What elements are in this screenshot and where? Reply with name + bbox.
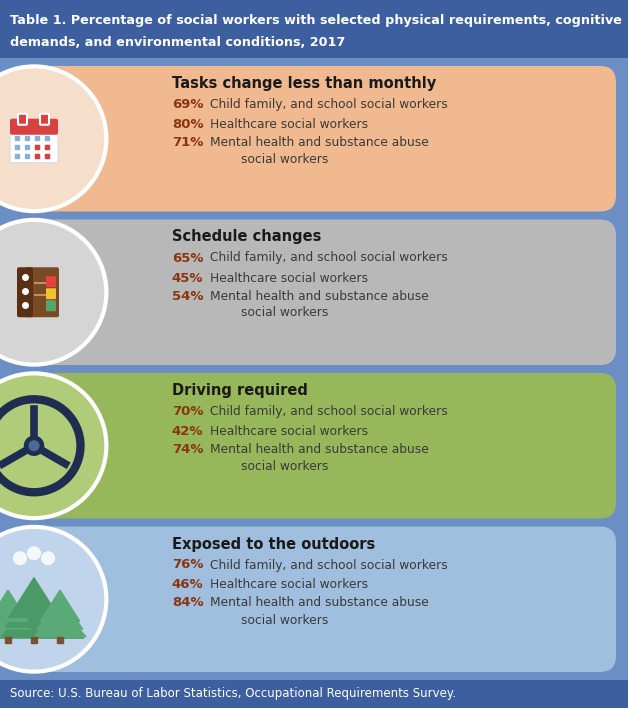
Text: 54%: 54% <box>172 290 203 302</box>
Text: Mental health and substance abuse
        social workers: Mental health and substance abuse social… <box>210 290 428 319</box>
Text: 84%: 84% <box>172 597 203 610</box>
Text: Healthcare social workers: Healthcare social workers <box>210 271 368 285</box>
Circle shape <box>24 435 44 456</box>
Text: 74%: 74% <box>172 443 203 456</box>
Circle shape <box>0 527 106 672</box>
FancyBboxPatch shape <box>30 527 616 672</box>
FancyBboxPatch shape <box>18 114 27 125</box>
Polygon shape <box>40 590 80 621</box>
Polygon shape <box>9 578 59 617</box>
Circle shape <box>41 552 55 565</box>
Polygon shape <box>31 637 37 643</box>
Text: 69%: 69% <box>172 98 203 111</box>
FancyBboxPatch shape <box>10 119 58 163</box>
Text: Healthcare social workers: Healthcare social workers <box>210 578 368 591</box>
Text: 80%: 80% <box>172 118 203 131</box>
Text: Child family, and school social workers: Child family, and school social workers <box>210 559 448 571</box>
Text: Tasks change less than monthly: Tasks change less than monthly <box>172 76 436 91</box>
Text: Mental health and substance abuse
        social workers: Mental health and substance abuse social… <box>210 136 428 166</box>
Polygon shape <box>5 637 11 643</box>
FancyBboxPatch shape <box>30 66 616 212</box>
Polygon shape <box>1 598 67 637</box>
Polygon shape <box>0 598 31 629</box>
Polygon shape <box>57 637 63 643</box>
Text: Mental health and substance abuse
        social workers: Mental health and substance abuse social… <box>210 443 428 473</box>
Text: demands, and environmental conditions, 2017: demands, and environmental conditions, 2… <box>10 36 345 49</box>
Polygon shape <box>34 605 86 637</box>
FancyBboxPatch shape <box>46 288 56 299</box>
FancyBboxPatch shape <box>10 119 58 135</box>
Circle shape <box>0 67 106 211</box>
Text: Child family, and school social workers: Child family, and school social workers <box>210 98 448 111</box>
Text: Healthcare social workers: Healthcare social workers <box>210 118 368 131</box>
FancyBboxPatch shape <box>30 373 616 518</box>
Circle shape <box>28 440 40 451</box>
Text: 71%: 71% <box>172 136 203 149</box>
Text: Child family, and school social workers: Child family, and school social workers <box>210 251 448 265</box>
FancyBboxPatch shape <box>25 267 59 317</box>
Circle shape <box>13 552 27 565</box>
Text: Schedule changes: Schedule changes <box>172 229 321 244</box>
FancyBboxPatch shape <box>30 219 616 365</box>
Text: 42%: 42% <box>172 425 203 438</box>
Circle shape <box>27 546 41 560</box>
Polygon shape <box>0 590 28 621</box>
FancyBboxPatch shape <box>46 276 56 287</box>
Text: Source: U.S. Bureau of Labor Statistics, Occupational Requirements Survey.: Source: U.S. Bureau of Labor Statistics,… <box>10 687 456 700</box>
FancyBboxPatch shape <box>40 114 49 125</box>
Text: 45%: 45% <box>172 271 203 285</box>
Text: Exposed to the outdoors: Exposed to the outdoors <box>172 537 375 552</box>
Text: Table 1. Percentage of social workers with selected physical requirements, cogni: Table 1. Percentage of social workers wi… <box>10 14 622 27</box>
Text: Driving required: Driving required <box>172 383 308 398</box>
Text: 46%: 46% <box>172 578 203 591</box>
Text: 76%: 76% <box>172 559 203 571</box>
Text: 65%: 65% <box>172 251 203 265</box>
Circle shape <box>0 373 106 518</box>
Text: 70%: 70% <box>172 405 203 418</box>
Text: Mental health and substance abuse
        social workers: Mental health and substance abuse social… <box>210 597 428 627</box>
Polygon shape <box>5 588 63 627</box>
FancyBboxPatch shape <box>0 680 628 708</box>
FancyBboxPatch shape <box>46 300 56 312</box>
Circle shape <box>0 220 106 365</box>
FancyBboxPatch shape <box>17 267 33 317</box>
Text: Healthcare social workers: Healthcare social workers <box>210 425 368 438</box>
Polygon shape <box>37 598 83 629</box>
Text: Child family, and school social workers: Child family, and school social workers <box>210 405 448 418</box>
FancyBboxPatch shape <box>0 0 628 58</box>
Polygon shape <box>0 605 34 637</box>
